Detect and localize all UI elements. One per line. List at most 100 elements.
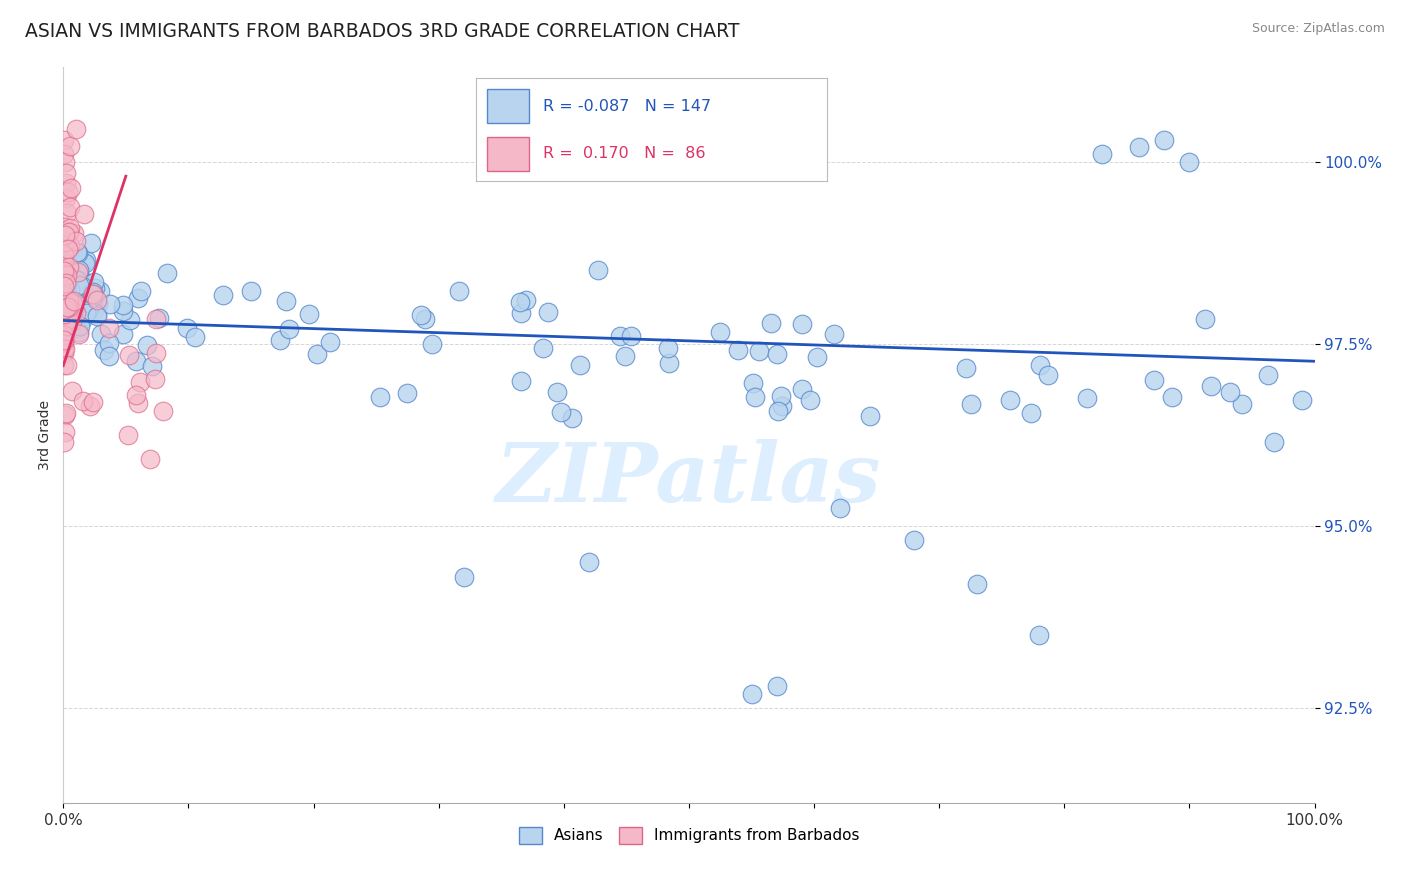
Point — [53, 358, 76, 372]
Point — [59, 303, 82, 318]
Point — [55, 294, 77, 309]
Point — [765, 679, 787, 693]
Point — [531, 341, 554, 355]
Point — [75, 253, 97, 268]
Point — [72, 254, 94, 268]
Point — [56, 289, 79, 303]
Point — [65, 234, 87, 248]
Point — [58, 200, 80, 214]
Point — [55, 253, 77, 268]
Point — [53, 409, 76, 423]
Point — [709, 325, 731, 339]
Point — [148, 310, 170, 325]
Point — [55, 220, 77, 235]
Point — [1038, 368, 1060, 383]
Point — [138, 451, 160, 466]
Point — [806, 350, 828, 364]
Point — [69, 281, 91, 295]
Point — [1091, 147, 1114, 161]
Point — [58, 286, 80, 301]
Text: ASIAN VS IMMIGRANTS FROM BARBADOS 3RD GRADE CORRELATION CHART: ASIAN VS IMMIGRANTS FROM BARBADOS 3RD GR… — [25, 22, 740, 41]
Y-axis label: 3rd Grade: 3rd Grade — [38, 400, 52, 470]
Text: Source: ZipAtlas.com: Source: ZipAtlas.com — [1251, 22, 1385, 36]
Point — [86, 293, 108, 307]
Point — [613, 349, 636, 363]
Point — [84, 280, 107, 294]
Point — [77, 303, 100, 318]
Point — [79, 301, 101, 315]
Point — [59, 181, 82, 195]
Point — [955, 360, 977, 375]
Point — [89, 284, 111, 298]
Point — [86, 307, 108, 321]
Point — [239, 284, 262, 298]
Point — [55, 330, 77, 344]
Point — [53, 425, 76, 440]
Point — [546, 384, 568, 399]
Point — [58, 293, 80, 307]
Point — [66, 273, 89, 287]
Point — [184, 330, 207, 344]
Point — [70, 278, 93, 293]
Point — [52, 345, 75, 359]
Point — [744, 390, 766, 404]
Point — [86, 309, 108, 323]
Point — [53, 244, 76, 259]
Point — [112, 326, 135, 341]
Point — [75, 305, 97, 319]
Point — [1029, 358, 1052, 372]
Point — [63, 281, 86, 295]
Point — [59, 138, 82, 153]
Point — [120, 313, 142, 327]
Point — [53, 343, 76, 357]
Point — [859, 409, 882, 424]
Point — [69, 302, 91, 317]
Point — [55, 276, 77, 290]
Point — [80, 286, 103, 301]
Point — [609, 329, 631, 343]
Point — [56, 319, 79, 334]
Point — [67, 325, 90, 339]
Point — [830, 501, 852, 516]
Point — [620, 329, 643, 343]
Point — [59, 239, 82, 253]
Point — [80, 299, 103, 313]
Point — [903, 533, 925, 548]
Point — [67, 263, 90, 277]
Point — [56, 242, 79, 256]
Point — [422, 337, 444, 351]
Point — [1232, 396, 1254, 410]
Point — [58, 296, 80, 310]
Point — [453, 570, 475, 584]
Point — [53, 333, 76, 347]
Point — [998, 392, 1021, 407]
Point — [770, 400, 793, 414]
Point — [52, 307, 75, 321]
Point — [509, 295, 531, 310]
Point — [1178, 154, 1201, 169]
Point — [65, 321, 87, 335]
Point — [66, 252, 89, 266]
Point — [1143, 373, 1166, 387]
Point — [1199, 379, 1222, 393]
Point — [56, 277, 79, 292]
Point — [79, 399, 101, 413]
Point — [766, 404, 789, 418]
Point — [298, 307, 321, 321]
Point — [67, 265, 90, 279]
Point — [53, 435, 76, 450]
Point — [1021, 406, 1043, 420]
Point — [63, 311, 86, 326]
Point — [145, 345, 167, 359]
Point — [65, 272, 87, 286]
Point — [1160, 391, 1182, 405]
Point — [966, 577, 988, 591]
Point — [98, 321, 121, 335]
Point — [152, 404, 174, 418]
Point — [62, 293, 84, 308]
Point — [55, 177, 77, 191]
Point — [66, 306, 89, 320]
Point — [55, 191, 77, 205]
Point — [62, 301, 84, 316]
Point — [97, 335, 120, 350]
